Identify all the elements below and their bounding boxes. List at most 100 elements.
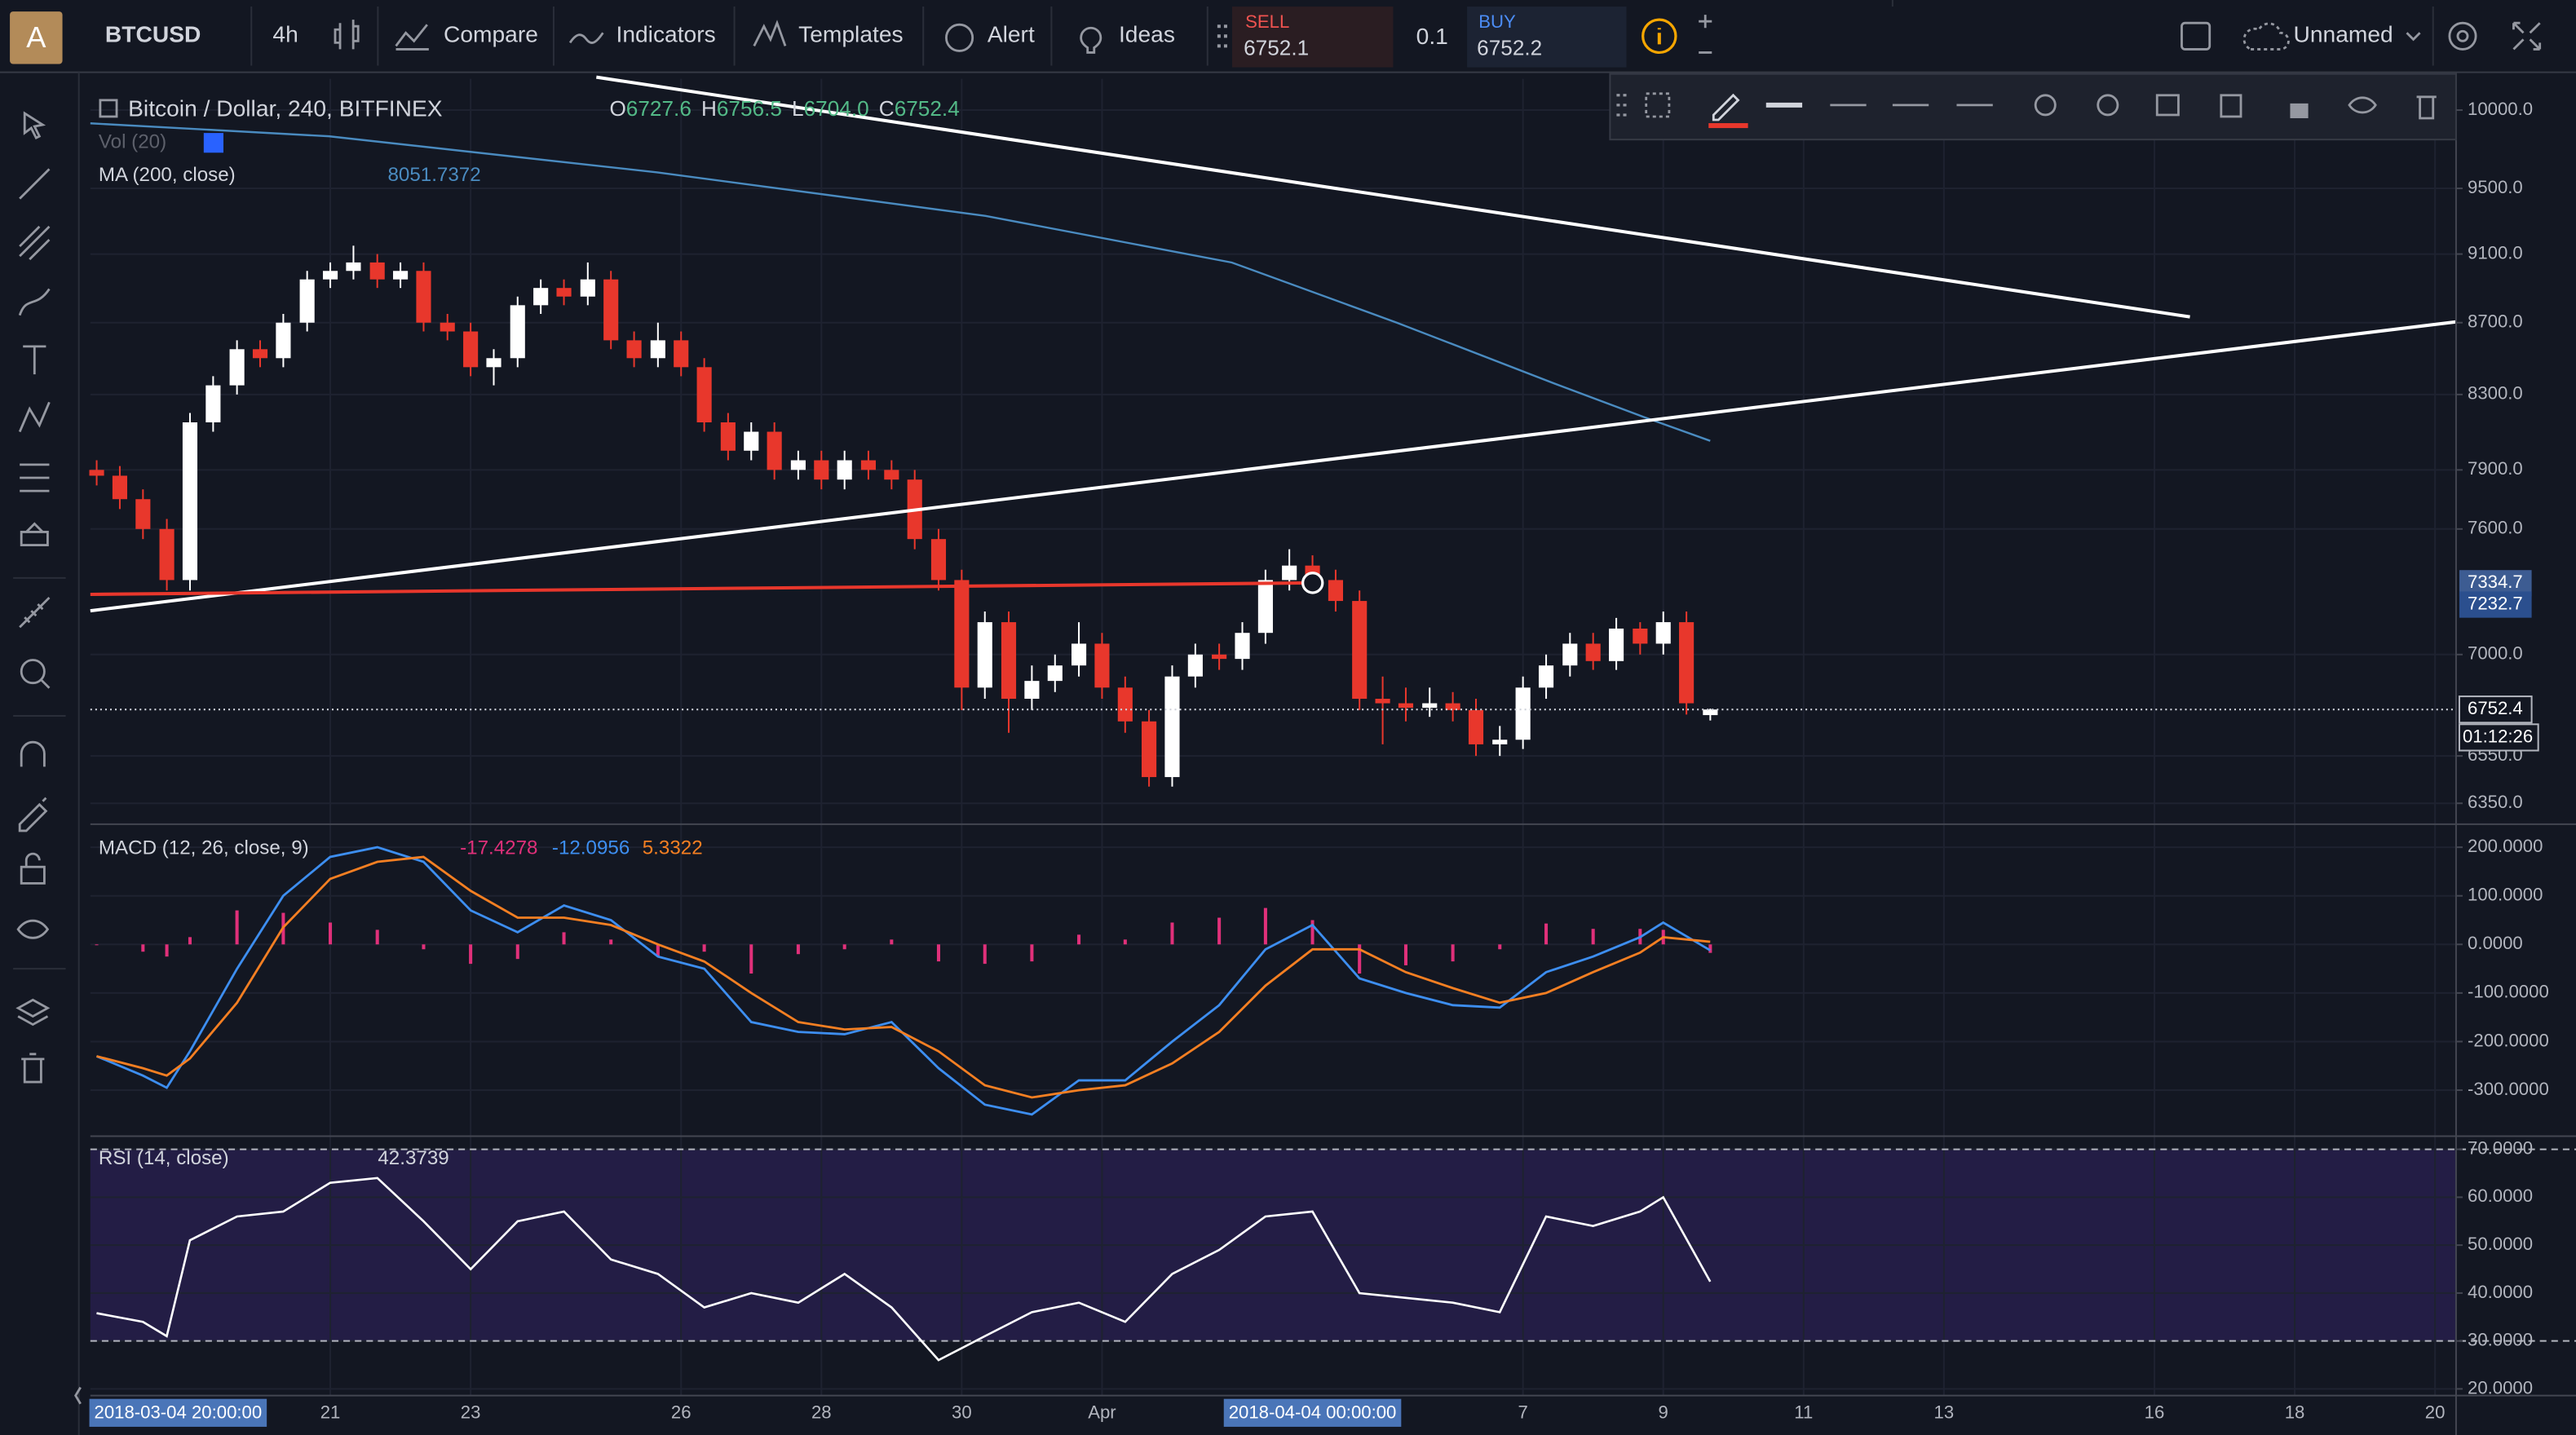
tree-tool[interactable] [15, 998, 51, 1027]
brush-tool[interactable] [18, 288, 51, 316]
price-marker-box [2459, 591, 2532, 618]
x-tick-label: 28 [811, 1402, 832, 1423]
templates-icon[interactable] [753, 20, 787, 47]
clone-button[interactable] [2220, 94, 2242, 118]
drag-handle [1217, 24, 1227, 48]
y-tick-label: 8300.0 [2468, 383, 2523, 404]
trend-line[interactable] [596, 75, 2190, 319]
histogram-bar [1170, 922, 1174, 945]
candle-body [1515, 687, 1531, 740]
cloud-icon[interactable] [2242, 22, 2290, 51]
candle-body [837, 460, 852, 480]
candle-body [252, 349, 268, 359]
alert-button[interactable]: Alert [988, 21, 1035, 47]
logo[interactable] [10, 11, 63, 64]
prediction-tool[interactable] [20, 522, 49, 546]
indicators-button[interactable]: Indicators [616, 21, 716, 47]
x-tick-label: 18 [2285, 1402, 2305, 1423]
zoom-tool[interactable] [20, 659, 46, 685]
candle-body [1492, 740, 1508, 744]
sell-price: 6752.1 [1244, 35, 1309, 60]
y-tick-label: 7600.0 [2468, 518, 2523, 538]
histogram-bar [515, 944, 519, 960]
candle-body [393, 271, 409, 280]
interval[interactable]: 4h [272, 21, 298, 47]
candle-body [1212, 654, 1227, 660]
histogram-bar [235, 910, 239, 945]
last-price-label: 6752.4 [2468, 698, 2523, 718]
chart-style-icon[interactable] [334, 20, 360, 50]
collapse-button[interactable] [99, 99, 118, 118]
ma-legend: MA (200, close) [99, 164, 236, 186]
histogram-bar [1498, 944, 1502, 950]
candle-body [744, 431, 759, 451]
drawing-handle[interactable] [1301, 572, 1324, 594]
horizontal-ray[interactable] [90, 581, 1315, 596]
ideas-button[interactable]: Ideas [1119, 21, 1175, 47]
ohlc-value: 6727.6 [626, 96, 691, 121]
countdown: 01:12:26 [2463, 726, 2533, 746]
measure-tool[interactable] [19, 597, 51, 629]
color-swatch [1708, 123, 1748, 129]
x-tick-label: 11 [1794, 1402, 1813, 1423]
layout-icon[interactable] [2181, 21, 2211, 51]
candle-body [276, 322, 291, 359]
remove-tool[interactable] [21, 1053, 45, 1084]
candle-body [1703, 709, 1718, 716]
zoom-buttons[interactable] [1699, 15, 1712, 54]
y-tick-label: 6350.0 [2468, 792, 2523, 812]
hide-button[interactable] [2348, 96, 2377, 114]
info-icon[interactable] [1641, 18, 1677, 55]
lock-tool[interactable] [20, 865, 46, 885]
histogram-bar [656, 944, 660, 957]
pitchfork-tool[interactable] [19, 225, 51, 261]
pattern-tool[interactable] [18, 401, 51, 433]
candle-body [1235, 633, 1250, 660]
compare-button[interactable]: Compare [444, 21, 538, 47]
symbol[interactable]: BTCUSD [105, 21, 201, 47]
fullscreen-icon[interactable] [2512, 21, 2542, 51]
alert-button[interactable] [2097, 94, 2119, 117]
visibility-button[interactable] [203, 133, 223, 153]
settings-button[interactable] [2034, 94, 2057, 117]
candle-body [603, 279, 619, 341]
indicators-icon[interactable] [568, 32, 604, 44]
candle-body [1468, 709, 1484, 744]
stay-drawing-tool[interactable] [18, 797, 48, 832]
histogram-bar [165, 944, 169, 957]
text-tool[interactable] [23, 345, 46, 375]
x-tick-label: 13 [1934, 1402, 1955, 1423]
caret[interactable] [2406, 32, 2421, 42]
color-button[interactable] [1712, 93, 1740, 121]
trend-line[interactable] [90, 320, 2457, 613]
cursor-tool[interactable] [23, 111, 46, 140]
trend-tool[interactable] [19, 168, 51, 200]
histogram-bar [469, 944, 473, 965]
candle-body [205, 385, 221, 422]
settings-icon[interactable] [2448, 21, 2477, 51]
x-tick-label: 16 [2145, 1402, 2165, 1423]
candle-body [1655, 622, 1671, 644]
layout-name[interactable]: Unnamed [2293, 21, 2393, 47]
macd-legend: MACD (12, 26, close, 9) [99, 837, 309, 859]
ideas-icon[interactable] [1080, 26, 1102, 54]
buy-button[interactable] [1467, 7, 1627, 68]
fib-tool[interactable] [20, 463, 50, 492]
visual-order-button[interactable] [2155, 94, 2180, 117]
candle-body [767, 431, 782, 470]
lock-button[interactable] [2290, 103, 2309, 118]
templates-button[interactable]: Templates [798, 21, 903, 47]
compare-icon[interactable] [395, 24, 429, 51]
ohlc-label: C [879, 96, 895, 121]
hide-tool[interactable] [16, 919, 50, 939]
sell-button[interactable] [1232, 7, 1394, 68]
template-button[interactable] [1645, 92, 1671, 118]
collapse-arrow[interactable] [74, 1386, 82, 1405]
alert-icon[interactable] [945, 23, 974, 52]
ohlc-value: 6752.4 [895, 96, 960, 121]
candle-body [1047, 665, 1063, 682]
candle-body [416, 271, 431, 323]
quantity[interactable]: 0.1 [1416, 23, 1448, 49]
delete-button[interactable] [2416, 95, 2437, 120]
magnet-tool[interactable] [20, 740, 46, 767]
